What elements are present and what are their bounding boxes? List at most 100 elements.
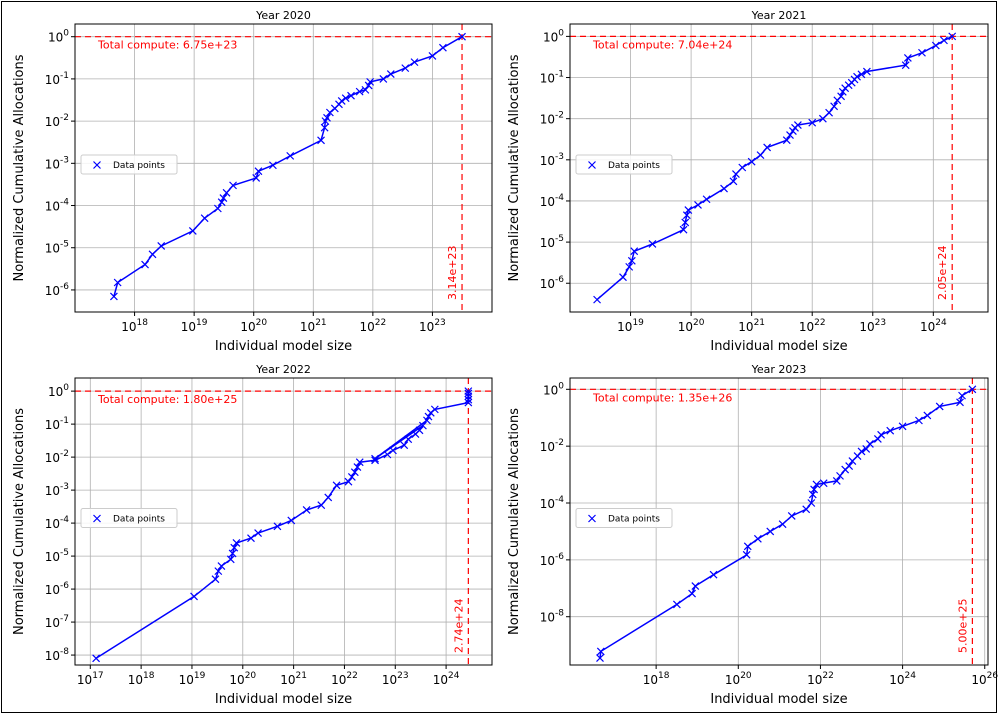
data-point — [802, 505, 811, 514]
data-point — [254, 529, 263, 537]
data-point — [956, 398, 964, 407]
data-point — [738, 163, 747, 172]
data-point — [709, 570, 718, 579]
data-point — [428, 52, 437, 60]
x-axis-label: Individual model size — [710, 692, 847, 707]
data-point — [898, 422, 907, 431]
data-point — [747, 157, 756, 166]
data-point — [625, 262, 634, 271]
data-point — [679, 225, 688, 234]
data-point — [825, 108, 834, 117]
y-axis-label: Normalized Cumulative Allocations — [507, 408, 522, 635]
y-tick-label: 10-5 — [45, 548, 69, 564]
data-point — [958, 391, 966, 400]
data-point — [430, 405, 439, 414]
data-point — [302, 506, 311, 514]
data-point — [857, 447, 866, 456]
x-tick-label: 1020 — [240, 318, 267, 334]
data-point — [756, 151, 765, 160]
legend-box — [80, 508, 178, 528]
data-point — [923, 411, 932, 420]
y-tick-label: 10-3 — [540, 152, 564, 168]
data-point — [141, 260, 149, 269]
chart-title: Year 2020 — [255, 9, 311, 22]
data-point — [337, 97, 346, 105]
data-point — [857, 70, 866, 79]
data-point — [222, 188, 231, 197]
data-point — [355, 87, 364, 96]
y-axis-label: Normalized Cumulative Allocations — [12, 408, 27, 635]
data-point — [268, 161, 277, 170]
data-point — [350, 468, 359, 477]
legend-label: Data points — [608, 515, 660, 525]
data-point — [214, 567, 223, 576]
data-point — [682, 211, 691, 220]
axes-frame — [74, 377, 493, 666]
data-point — [810, 485, 819, 494]
data-point — [918, 48, 926, 57]
x-tick-label: 1024 — [889, 671, 916, 687]
axes-frame — [74, 23, 493, 313]
x-tick-label: 1018 — [128, 671, 155, 687]
data-point — [217, 562, 226, 570]
data-point — [862, 444, 871, 453]
data-point — [838, 87, 847, 96]
data-point — [254, 167, 263, 176]
y-tick-label: 10-6 — [45, 581, 70, 597]
data-point — [366, 77, 375, 86]
data-point — [287, 516, 296, 525]
data-point — [948, 32, 957, 41]
y-tick-label: 100 — [543, 381, 564, 397]
data-point — [763, 143, 772, 152]
data-point — [383, 450, 392, 459]
data-point — [877, 430, 886, 439]
data-point — [753, 534, 762, 543]
data-point — [211, 575, 220, 584]
y-tick-label: 10-8 — [45, 647, 70, 663]
x-tick-label: 1018 — [121, 318, 148, 334]
data-point — [232, 539, 241, 547]
data-point — [862, 67, 871, 76]
x-tick-label: 1019 — [617, 318, 644, 334]
data-point — [702, 195, 711, 204]
y-axis-label: Normalized Cumulative Allocations — [12, 54, 27, 281]
x-axis-label: Individual model size — [215, 339, 352, 354]
data-point — [252, 174, 261, 182]
legend-marker — [93, 514, 101, 523]
data-point — [379, 74, 388, 83]
y-tick-label: 10-4 — [540, 495, 565, 511]
y-tick-label: 100 — [48, 383, 69, 399]
plot-area — [75, 24, 492, 312]
plot-area — [75, 378, 492, 665]
total-compute-label: Total compute: 6.75e+23 — [97, 39, 237, 52]
x-tick-label: 1018 — [643, 671, 670, 687]
data-point — [865, 439, 874, 448]
threshold-label: 5.00e+25 — [956, 599, 969, 653]
data-point — [353, 463, 362, 471]
data-point — [188, 227, 197, 235]
data-point — [401, 64, 410, 73]
data-point — [853, 72, 861, 81]
data-point — [400, 441, 409, 450]
data-point — [361, 85, 370, 94]
data-point — [627, 256, 636, 265]
data-point — [808, 118, 817, 127]
x-tick-label: 1022 — [331, 671, 358, 687]
x-tick-label: 1022 — [799, 318, 826, 334]
data-point — [915, 416, 923, 425]
x-tick-label: 1020 — [725, 671, 752, 687]
x-tick-label: 1021 — [300, 318, 327, 334]
legend-marker — [588, 161, 596, 169]
data-point — [273, 522, 282, 531]
data-point — [619, 273, 627, 282]
data-point — [386, 70, 395, 79]
x-tick-label: 1026 — [971, 671, 998, 687]
threshold-label: 2.05e+24 — [936, 246, 949, 300]
data-point — [200, 214, 209, 223]
data-point — [901, 61, 910, 70]
y-tick-label: 10-8 — [540, 609, 565, 625]
data-point — [109, 292, 118, 301]
data-point — [230, 543, 239, 552]
data-point — [371, 454, 379, 463]
y-tick-label: 10-3 — [45, 155, 69, 171]
